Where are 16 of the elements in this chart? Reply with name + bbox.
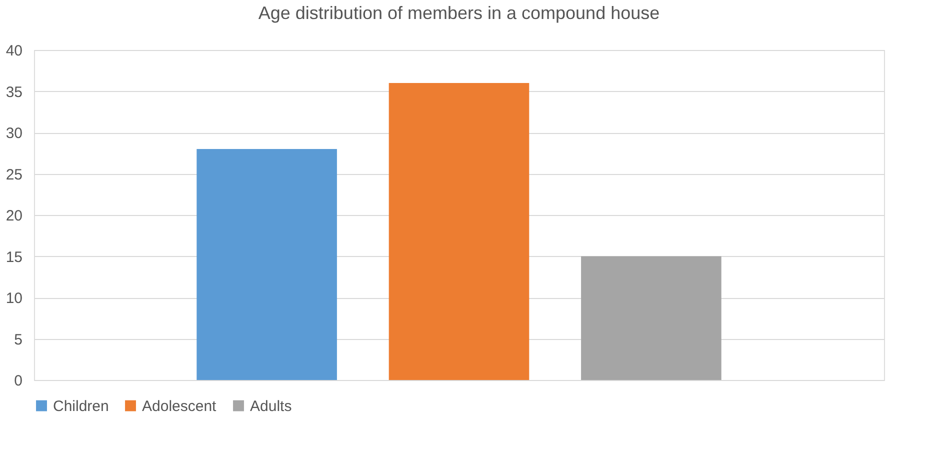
y-tick-label: 20 (6, 208, 22, 224)
y-tick-label: 35 (6, 84, 22, 101)
chart-title: Age distribution of members in a compound house (258, 3, 660, 23)
bar (388, 83, 530, 380)
y-tick-label: 5 (14, 331, 22, 348)
bar (581, 256, 722, 380)
legend-label: Adults (250, 398, 292, 415)
legend-label: Adolescent (142, 398, 218, 415)
y-tick-label: 40 (6, 42, 22, 60)
legend-label: Children (53, 398, 109, 415)
y-tick-label: 15 (6, 248, 22, 266)
y-tick-label: 10 (6, 290, 22, 307)
y-tick-label: 30 (6, 125, 22, 142)
bar (196, 149, 337, 380)
y-tick-label: 25 (6, 166, 22, 184)
y-tick-label: 0 (14, 372, 22, 390)
